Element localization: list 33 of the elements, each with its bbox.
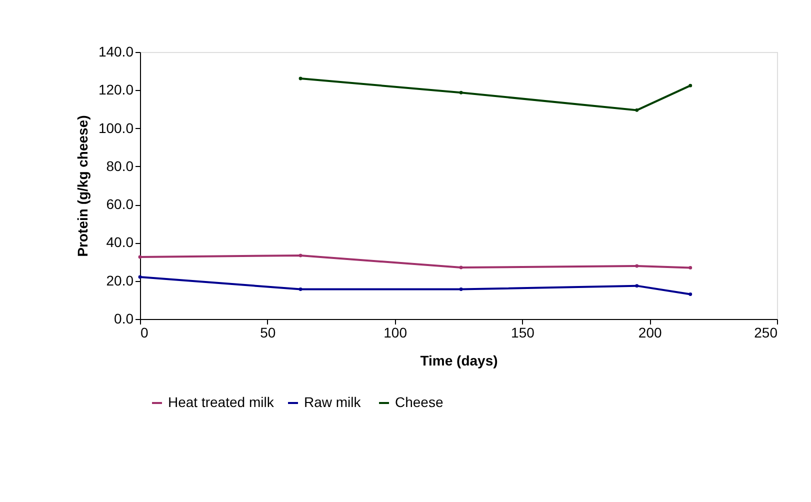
x-tick-label: 0 bbox=[140, 324, 148, 340]
point bbox=[138, 255, 142, 259]
x-tick-label: 100 bbox=[384, 324, 408, 340]
point bbox=[298, 76, 302, 80]
point bbox=[459, 266, 463, 270]
x-tick-label: 150 bbox=[511, 324, 535, 340]
x-tick-label: 50 bbox=[260, 324, 276, 340]
point bbox=[688, 84, 692, 88]
x-tick-label: 200 bbox=[638, 324, 662, 340]
point bbox=[635, 108, 639, 112]
y-tick-label: 100.0 bbox=[98, 120, 134, 136]
point bbox=[138, 275, 142, 279]
legend-label: Raw milk bbox=[304, 394, 362, 410]
point bbox=[688, 292, 692, 296]
x-axis-title: Time (days) bbox=[420, 352, 498, 368]
point bbox=[298, 288, 302, 291]
x-tick-label: 250 bbox=[754, 324, 778, 340]
point bbox=[298, 254, 302, 258]
y-tick-label: 20.0 bbox=[106, 272, 134, 288]
y-tick-label: 0.0 bbox=[114, 310, 134, 326]
y-tick-label: 80.0 bbox=[106, 158, 134, 174]
point bbox=[688, 266, 692, 270]
point bbox=[459, 90, 463, 94]
point bbox=[635, 264, 639, 268]
legend-label: Heat treated milk bbox=[168, 394, 275, 410]
point bbox=[459, 288, 463, 291]
y-tick-label: 60.0 bbox=[106, 196, 134, 212]
y-axis-title: Protein (g/kg cheese) bbox=[74, 115, 90, 257]
y-tick-label: 120.0 bbox=[98, 82, 134, 98]
legend-label: Cheese bbox=[395, 394, 444, 410]
y-tick-label: 140.0 bbox=[98, 44, 134, 60]
point bbox=[635, 284, 639, 288]
y-tick-label: 40.0 bbox=[106, 234, 134, 250]
